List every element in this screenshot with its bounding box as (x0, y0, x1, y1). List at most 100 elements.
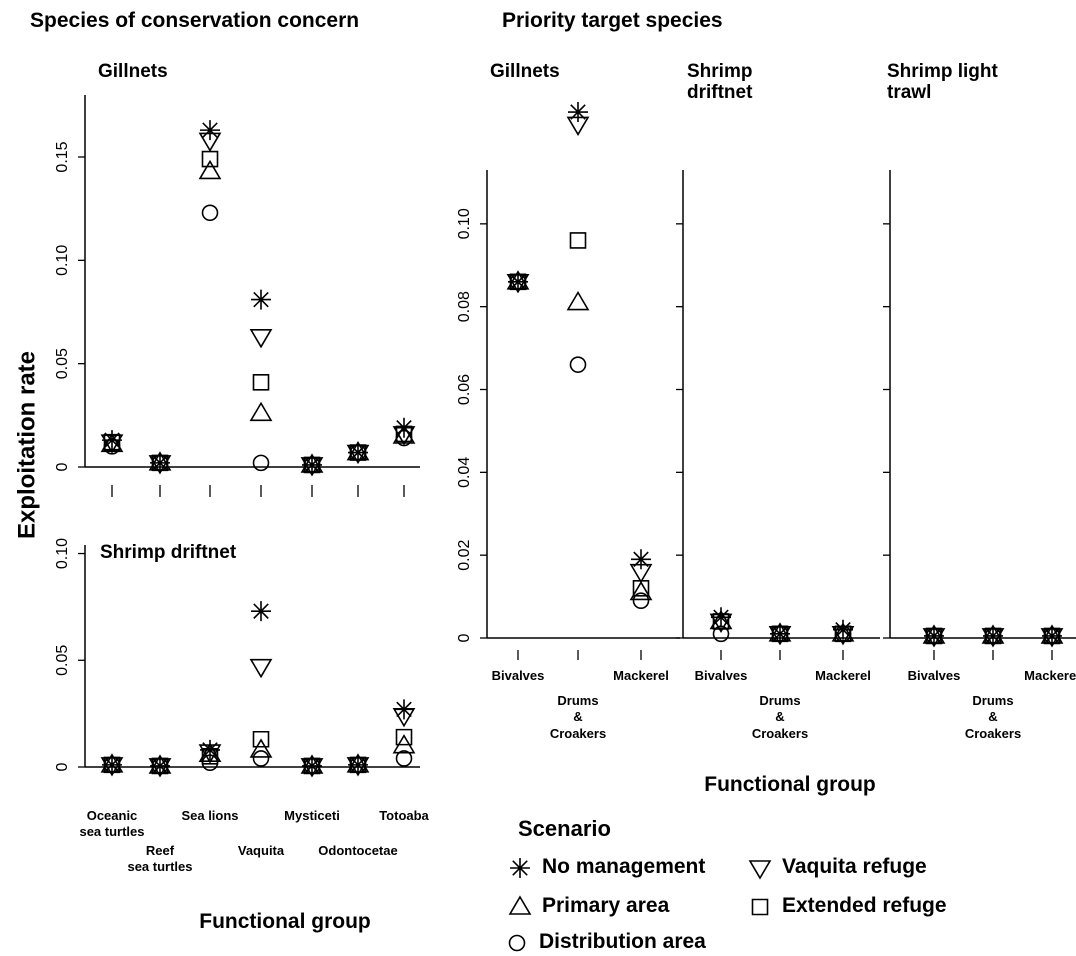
point (349, 444, 367, 461)
point (201, 754, 219, 772)
point (303, 456, 321, 474)
point (349, 756, 367, 774)
x-tick-label: Mackerel (613, 668, 669, 683)
point (712, 625, 730, 643)
point (509, 273, 527, 291)
point (252, 454, 270, 472)
y-tick-label: 0.06 (456, 374, 473, 405)
y-tick-label: 0.04 (456, 457, 473, 488)
legend-marker (748, 860, 772, 880)
x-tick-label: Vaquita (237, 843, 285, 858)
point (631, 549, 651, 570)
y-tick-label: 0.05 (54, 645, 71, 676)
x-tick-label: Drums & Croakers (964, 693, 1022, 741)
point (150, 755, 170, 776)
point (249, 658, 273, 679)
legend-label: Primary area (542, 894, 670, 917)
panel-title: Shrimp light trawl (887, 61, 998, 103)
x-tick-label: Mackerel (815, 668, 871, 683)
point (252, 730, 270, 748)
point (103, 438, 121, 455)
y-tick-label: 0.15 (54, 141, 71, 172)
x-tick-label: Drums & Croakers (549, 693, 607, 741)
x-axis-label: Functional group (199, 910, 371, 933)
y-tick-label: 0.05 (54, 348, 71, 379)
point (392, 424, 416, 444)
point (568, 102, 588, 123)
point (198, 742, 222, 762)
x-tick-label: Totoaba (379, 808, 429, 823)
section-title: Species of conservation concern (30, 9, 360, 32)
point (833, 619, 853, 640)
point (771, 625, 789, 643)
x-tick-label: Oceanic sea turtles (79, 808, 145, 840)
point (983, 625, 1003, 646)
y-tick-label: 0.10 (54, 538, 71, 569)
point (100, 432, 124, 453)
point (395, 429, 413, 447)
point (303, 757, 321, 775)
point (198, 159, 222, 180)
point (629, 580, 653, 601)
point (201, 150, 219, 168)
point (508, 271, 528, 292)
panel-title: Shrimp driftnet (687, 61, 753, 103)
point (925, 627, 943, 645)
point (629, 563, 653, 584)
point (249, 329, 273, 349)
x-axis-label: Functional group (704, 773, 876, 796)
x-tick-label: Reef sea turtles (127, 843, 193, 875)
point (566, 290, 590, 311)
point (302, 454, 322, 475)
point (151, 757, 169, 775)
legend-label: Distribution area (539, 930, 706, 953)
y-tick-label: 0.10 (456, 208, 473, 239)
point (348, 442, 368, 463)
point (984, 627, 1002, 645)
y-tick-label: 0.02 (456, 539, 473, 570)
x-tick-label: Drums & Croakers (751, 693, 809, 741)
legend-marker (510, 858, 530, 878)
point (1043, 627, 1061, 645)
point (632, 592, 650, 610)
point (252, 373, 270, 391)
point (251, 289, 271, 310)
legend-label: No management (542, 855, 706, 878)
point (392, 707, 416, 728)
point (249, 401, 273, 422)
point (770, 623, 790, 644)
point (348, 754, 368, 775)
point (566, 116, 590, 137)
legend-marker (508, 934, 526, 952)
x-tick-label: Sea lions (181, 808, 239, 823)
point (103, 756, 121, 774)
section-title: Priority target species (502, 9, 723, 32)
point (569, 232, 587, 249)
point (150, 452, 170, 473)
x-tick-label: Mysticeti (284, 808, 340, 823)
point (201, 204, 219, 222)
point (151, 454, 169, 472)
x-tick-label: Bivalves (694, 668, 748, 683)
point (395, 750, 413, 767)
panel-title: Gillnets (490, 61, 560, 82)
legend-label: Extended refuge (782, 894, 947, 917)
y-axis-label: Exploitation rate (13, 351, 40, 539)
point (711, 607, 731, 628)
panel-title: Gillnets (98, 61, 168, 82)
x-tick-label: Bivalves (907, 668, 961, 683)
y-tick-label: 0 (456, 633, 473, 642)
legend-title: Scenario (518, 816, 611, 841)
point (252, 750, 270, 767)
point (249, 738, 273, 758)
legend-marker (751, 898, 769, 916)
y-tick-label: 0 (54, 462, 71, 471)
y-tick-label: 0.08 (456, 291, 473, 322)
point (251, 601, 271, 622)
legend-label: Vaquita refuge (782, 855, 927, 878)
x-tick-label: Bivalves (491, 668, 545, 683)
point (924, 625, 944, 646)
point (1042, 625, 1062, 646)
